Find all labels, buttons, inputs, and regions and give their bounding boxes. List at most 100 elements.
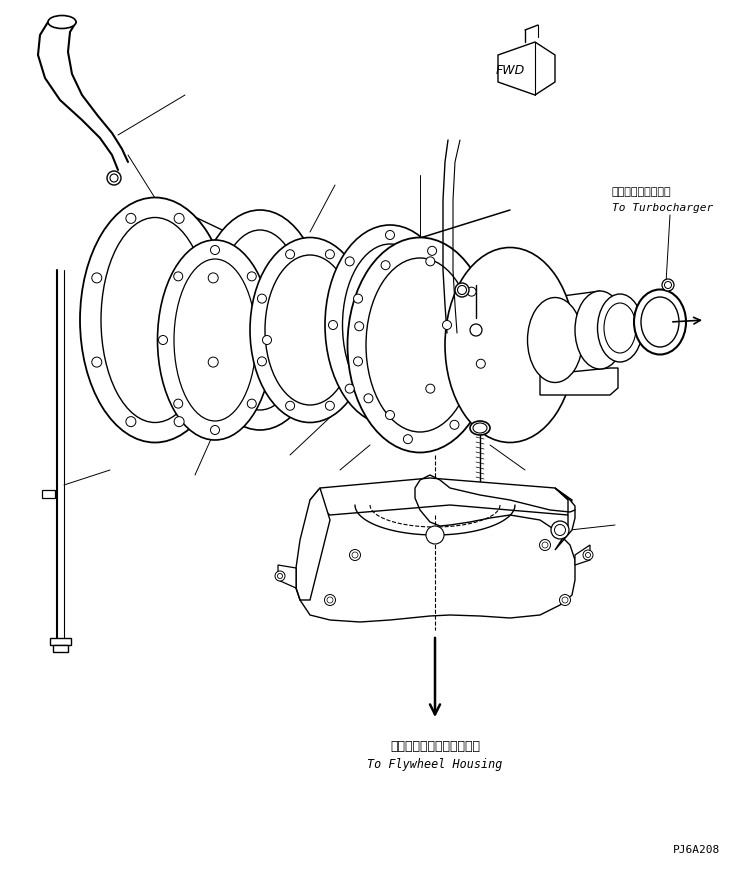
Ellipse shape (347, 238, 493, 453)
Ellipse shape (248, 272, 256, 281)
Ellipse shape (345, 385, 354, 393)
Ellipse shape (92, 273, 102, 283)
Polygon shape (278, 565, 296, 588)
Ellipse shape (80, 198, 230, 442)
Ellipse shape (174, 259, 256, 421)
Ellipse shape (174, 417, 184, 427)
Text: To Turbocharger: To Turbocharger (612, 203, 713, 213)
Text: フライホイルハウジングヘ: フライホイルハウジングヘ (390, 740, 480, 753)
Ellipse shape (470, 324, 482, 336)
Ellipse shape (110, 174, 118, 182)
Ellipse shape (562, 597, 568, 603)
Ellipse shape (386, 411, 394, 420)
Ellipse shape (527, 297, 583, 383)
Ellipse shape (560, 594, 571, 606)
Ellipse shape (214, 230, 306, 410)
Ellipse shape (467, 288, 476, 296)
Text: To Flywheel Housing: To Flywheel Housing (368, 758, 502, 771)
Ellipse shape (476, 359, 485, 368)
Ellipse shape (364, 394, 373, 403)
Ellipse shape (326, 401, 334, 410)
Polygon shape (540, 368, 618, 395)
Ellipse shape (325, 594, 335, 606)
Ellipse shape (286, 401, 295, 410)
Ellipse shape (174, 399, 183, 408)
Ellipse shape (445, 247, 575, 442)
Ellipse shape (450, 420, 459, 429)
Ellipse shape (126, 213, 136, 224)
Polygon shape (42, 490, 55, 498)
Ellipse shape (575, 291, 625, 369)
Ellipse shape (101, 218, 209, 422)
Ellipse shape (92, 357, 102, 367)
Ellipse shape (381, 260, 390, 270)
Ellipse shape (664, 281, 671, 288)
Ellipse shape (350, 550, 361, 560)
Ellipse shape (107, 171, 121, 185)
Ellipse shape (352, 552, 358, 558)
Ellipse shape (586, 552, 590, 558)
Ellipse shape (286, 250, 295, 259)
Ellipse shape (604, 303, 636, 353)
Text: ターボチャージャヘ: ターボチャージャヘ (612, 187, 672, 197)
Polygon shape (555, 488, 575, 550)
Ellipse shape (209, 273, 218, 283)
Ellipse shape (662, 279, 674, 291)
Ellipse shape (158, 240, 272, 440)
Ellipse shape (345, 257, 354, 266)
Ellipse shape (275, 571, 285, 581)
Ellipse shape (542, 542, 548, 548)
Ellipse shape (458, 286, 466, 295)
Ellipse shape (250, 238, 370, 422)
Polygon shape (296, 488, 330, 600)
Ellipse shape (473, 423, 487, 433)
Ellipse shape (211, 246, 220, 254)
Ellipse shape (427, 246, 436, 255)
Polygon shape (310, 478, 572, 515)
Ellipse shape (326, 250, 334, 259)
Ellipse shape (583, 550, 593, 560)
Ellipse shape (539, 539, 550, 551)
Ellipse shape (554, 524, 566, 536)
Polygon shape (53, 645, 68, 652)
Ellipse shape (278, 573, 283, 579)
Ellipse shape (470, 421, 490, 435)
Ellipse shape (327, 597, 333, 603)
Polygon shape (50, 638, 71, 645)
Ellipse shape (455, 283, 469, 297)
Ellipse shape (328, 321, 338, 329)
Ellipse shape (174, 272, 183, 281)
Ellipse shape (634, 289, 686, 355)
Polygon shape (575, 545, 590, 565)
Ellipse shape (158, 336, 167, 344)
Ellipse shape (353, 295, 362, 303)
Ellipse shape (598, 294, 643, 362)
Ellipse shape (353, 357, 362, 366)
Ellipse shape (442, 321, 452, 329)
Ellipse shape (174, 213, 184, 224)
Ellipse shape (325, 225, 455, 425)
Ellipse shape (343, 244, 437, 406)
Ellipse shape (551, 521, 569, 539)
Ellipse shape (404, 434, 412, 444)
Ellipse shape (257, 357, 266, 366)
Ellipse shape (126, 417, 136, 427)
Polygon shape (498, 42, 555, 95)
Text: FWD: FWD (495, 64, 525, 77)
Ellipse shape (386, 231, 394, 239)
Ellipse shape (257, 295, 266, 303)
Ellipse shape (426, 526, 444, 544)
Text: PJ6A208: PJ6A208 (673, 845, 720, 855)
Ellipse shape (265, 255, 355, 405)
Ellipse shape (426, 385, 435, 393)
Ellipse shape (426, 257, 435, 266)
Ellipse shape (195, 210, 325, 430)
Ellipse shape (355, 322, 364, 330)
Ellipse shape (48, 16, 76, 29)
Ellipse shape (248, 399, 256, 408)
Ellipse shape (211, 426, 220, 434)
Ellipse shape (366, 258, 474, 432)
Ellipse shape (641, 297, 679, 347)
Ellipse shape (262, 336, 272, 344)
Ellipse shape (209, 357, 218, 367)
